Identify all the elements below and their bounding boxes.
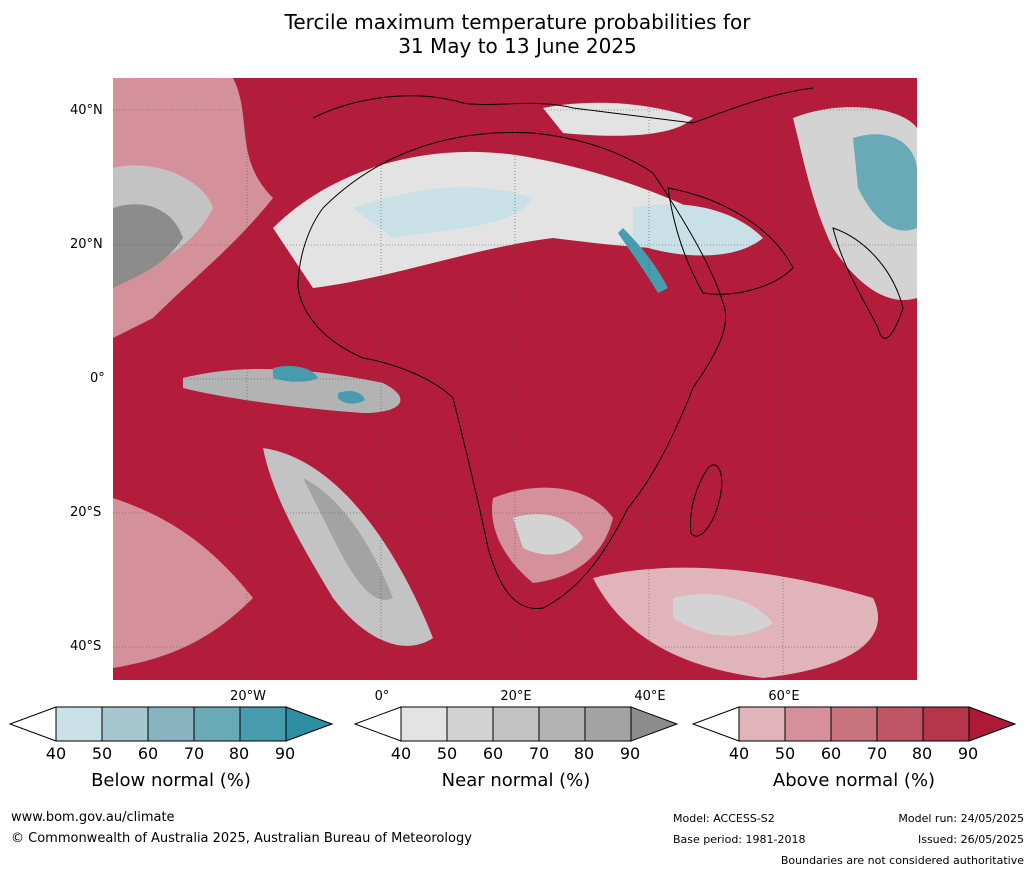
colorbar-swatch [400,706,448,742]
colorbar-extend-low [353,706,402,742]
tick-label: 50 [91,744,113,763]
tick-label: 60 [482,744,504,763]
map-region [113,204,183,288]
tick-label: 70 [528,744,550,763]
colorbar-extend-low [8,706,57,742]
map-region [513,514,583,555]
colorbar-swatch [492,706,540,742]
lat-label-20n: 20°N [70,237,103,252]
tick-label: 40 [45,744,67,763]
europe-coastline [312,87,814,124]
graticule [113,78,917,680]
map-svg [113,78,917,680]
title-line-1: Tercile maximum temperature probabilitie… [284,10,751,34]
map-region [338,390,365,404]
map-region [633,204,763,256]
base-period: Base period: 1981-2018 [673,833,806,846]
tick-label: 60 [137,744,159,763]
model-run: Model run: 24/05/2025 [898,812,1024,825]
tick-label: 40 [390,744,412,763]
colorbar-swatch [446,706,494,742]
colorbar-near-title: Near normal (%) [441,770,591,791]
map-region [273,151,733,288]
probability-map [113,78,917,680]
lat-label-20s: 20°S [70,505,102,520]
tick-label: 70 [866,744,888,763]
tick-label: 90 [619,744,641,763]
map-region [113,498,253,668]
map-region [303,478,393,600]
tick-label: 50 [774,744,796,763]
map-region [543,102,693,136]
map-region [618,228,668,293]
colorbar-swatch [55,706,103,742]
map-region [853,134,917,231]
tick-label: 70 [183,744,205,763]
copyright-text: © Commonwealth of Australia 2025, Austra… [11,831,472,846]
colorbar-swatch [193,706,241,742]
title-line-2: 31 May to 13 June 2025 [398,34,637,58]
issued-date: Issued: 26/05/2025 [917,833,1024,846]
colorbar-extend-high [285,706,334,742]
website-link[interactable]: www.bom.gov.au/climate [11,810,175,825]
lon-label-20w: 20°W [230,689,266,704]
lat-label-40s: 40°S [70,639,102,654]
tick-label: 60 [820,744,842,763]
colorbar-above-svg [691,706,1017,742]
colorbar-near-normal [353,706,679,742]
colorbar-swatch [876,706,924,742]
tick-label: 50 [436,744,458,763]
lat-label-equator: 0° [90,371,105,386]
colorbar-below-normal [8,706,334,742]
colorbar-extend-high [968,706,1017,742]
lon-label-60e: 60°E [768,689,800,704]
lon-label-40e: 40°E [634,689,666,704]
arabia-coastline [667,187,794,295]
map-region [673,594,773,636]
colorbar-swatch [830,706,878,742]
chart-title: Tercile maximum temperature probabilitie… [0,10,1035,58]
colorbar-extend-low [691,706,740,742]
africa-coastline [297,131,727,610]
colorbar-swatch [584,706,632,742]
boundary-disclaimer: Boundaries are not considered authoritat… [780,854,1024,867]
tick-label: 40 [728,744,750,763]
colorbar-swatch [922,706,970,742]
colorbar-extend-high [630,706,679,742]
colorbar-swatch [784,706,832,742]
colorbar-below-svg [8,706,334,742]
colorbar-swatch [101,706,149,742]
map-region [353,187,533,238]
tick-label: 90 [957,744,979,763]
tick-label: 80 [911,744,933,763]
colorbar-near-svg [353,706,679,742]
tick-label: 90 [274,744,296,763]
lat-label-40n: 40°N [70,103,103,118]
colorbar-swatch [239,706,287,742]
india-coastline [832,227,904,339]
colorbar-swatch [538,706,586,742]
model-name: Model: ACCESS-S2 [673,812,775,825]
colorbar-swatch [147,706,195,742]
colorbar-below-title: Below normal (%) [91,770,251,791]
madagascar-coastline [689,464,723,537]
colorbar-swatch [738,706,786,742]
colorbar-above-title: Above normal (%) [772,770,936,791]
map-region [273,366,318,382]
tick-label: 80 [573,744,595,763]
lon-label-20e: 20°E [500,689,532,704]
tick-label: 80 [228,744,250,763]
colorbar-above-normal [691,706,1017,742]
lon-label-0: 0° [374,689,390,704]
